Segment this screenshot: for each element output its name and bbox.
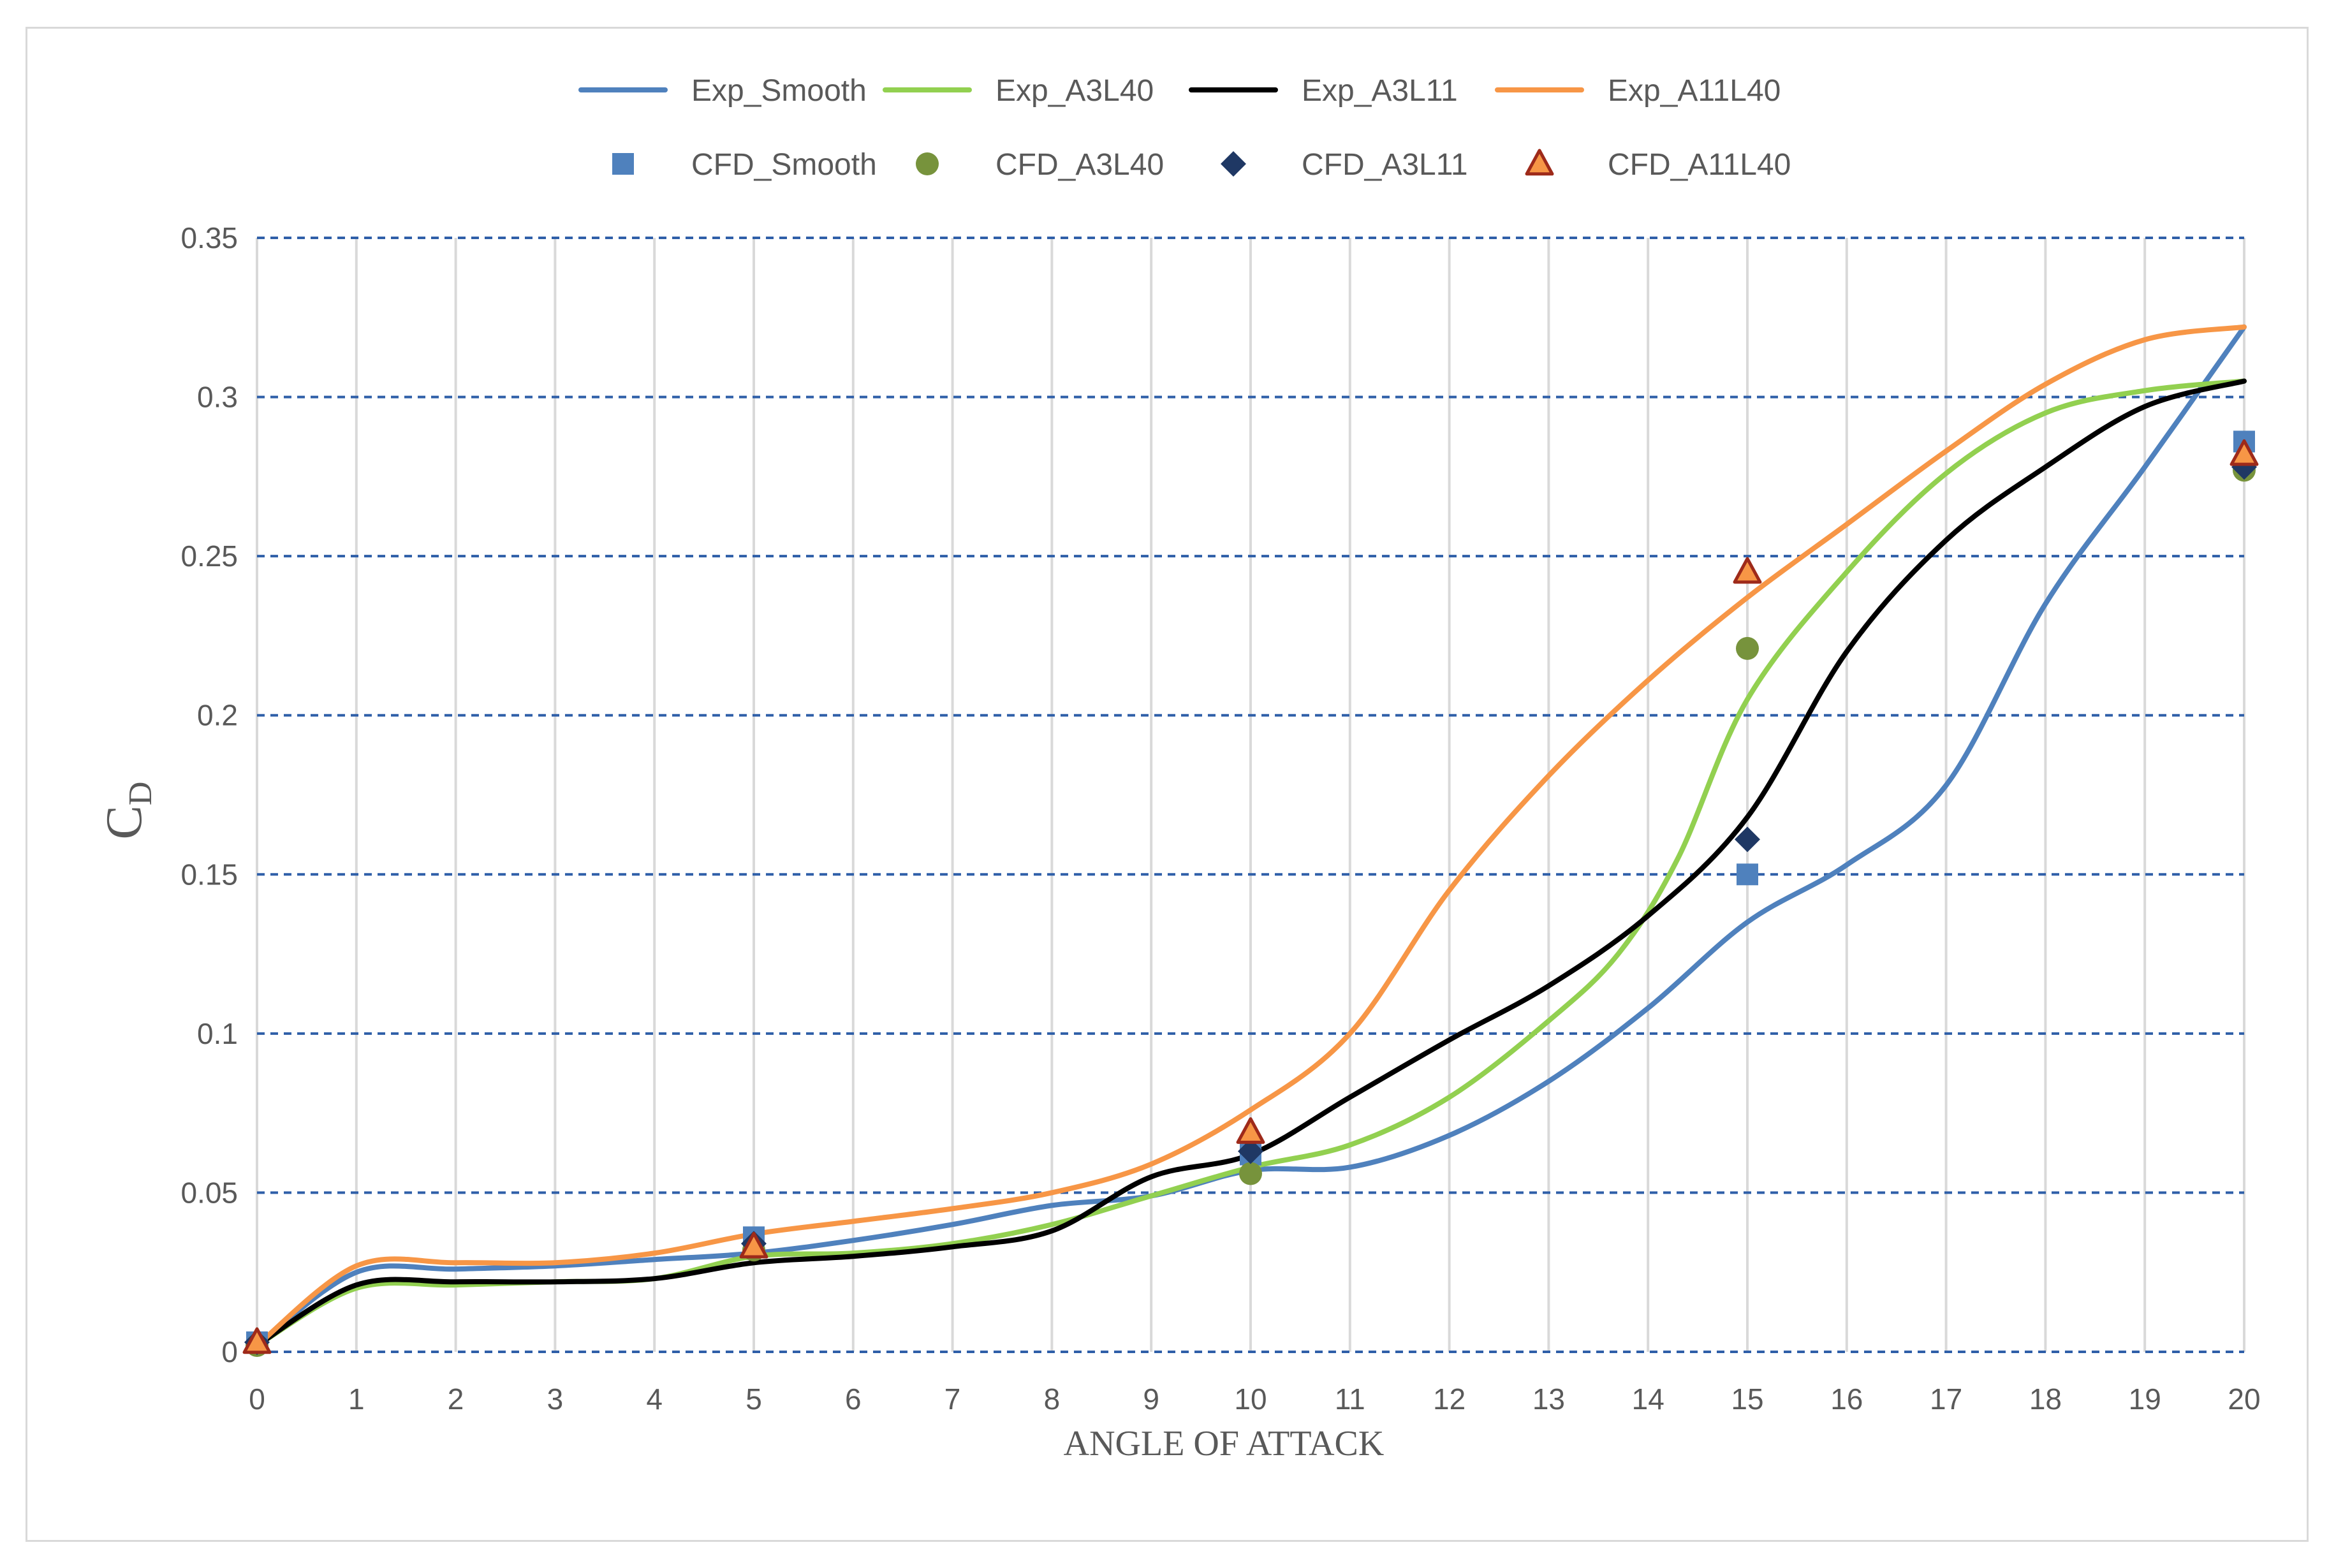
legend-item-exp-a3l40: Exp_A3L40 xyxy=(883,74,1154,108)
chart-svg: 0 1 2 3 4 5 6 7 8 9 10 11 12 13 14 15 16 17 18 19 2000.050.1… xyxy=(96,74,2261,1463)
legend-label-exp-a3l11: Exp_A3L11 xyxy=(1302,74,1458,108)
y-tick-label: 0.05 xyxy=(180,1176,238,1209)
data-point-cfd-a11l40 xyxy=(2229,439,2259,466)
x-tick-label: 5 xyxy=(746,1382,762,1416)
x-tick-label: 16 xyxy=(1830,1382,1863,1416)
y-axis-title-subscript: D xyxy=(122,782,159,806)
x-tick-label: 12 xyxy=(1433,1382,1466,1416)
y-axis-title: CD xyxy=(96,782,159,840)
legend-item-exp-a11l40: Exp_A11L40 xyxy=(1495,74,1781,108)
x-tick-label: 2 xyxy=(448,1382,464,1416)
grid-layer xyxy=(256,237,2245,1353)
x-tick-label: 9 xyxy=(1143,1382,1159,1416)
legend-item-cfd-a3l11: CFD_A3L11 xyxy=(1221,148,1468,182)
legend-label-exp-a11l40: Exp_A11L40 xyxy=(1608,74,1781,108)
data-point-cfd-a3l11 xyxy=(1735,826,1760,853)
svg-text:CD: CD xyxy=(96,782,159,840)
legend-label-cfd-smooth: CFD_Smooth xyxy=(691,148,877,182)
x-tick-label: 18 xyxy=(2029,1382,2062,1416)
legend-label-exp-smooth: Exp_Smooth xyxy=(691,74,867,108)
x-tick-label: 17 xyxy=(1930,1382,1962,1416)
y-tick-label: 0.35 xyxy=(180,221,238,254)
x-tick-label: 15 xyxy=(1731,1382,1763,1416)
x-tick-label: 13 xyxy=(1532,1382,1565,1416)
x-tick-label: 7 xyxy=(944,1382,961,1416)
legend-item-exp-a3l11: Exp_A3L11 xyxy=(1189,74,1458,108)
legend-item-exp-smooth: Exp_Smooth xyxy=(578,74,867,108)
legend-item-cfd-a11l40: CFD_A11L40 xyxy=(1525,148,1791,182)
legend-label-exp-a3l40: Exp_A3L40 xyxy=(995,74,1154,108)
series-line-exp-a11l40 xyxy=(254,324,2247,1349)
series-layer xyxy=(254,324,2247,1349)
x-tick-label: 4 xyxy=(646,1382,663,1416)
x-tick-label: 1 xyxy=(348,1382,365,1416)
x-tick-label: 19 xyxy=(2129,1382,2161,1416)
data-point-cfd-a3l11 xyxy=(1238,1138,1263,1164)
data-point-cfd-a11l40 xyxy=(242,1327,272,1354)
legend-swatch-cfd-a3l11 xyxy=(1221,151,1246,177)
y-tick-label: 0.15 xyxy=(180,858,238,891)
x-tick-label: 3 xyxy=(547,1382,564,1416)
data-point-cfd-a11l40 xyxy=(739,1231,768,1259)
legend-label-cfd-a3l40: CFD_A3L40 xyxy=(995,148,1164,182)
legend-item-cfd-smooth: CFD_Smooth xyxy=(612,148,877,182)
y-tick-label: 0 xyxy=(221,1335,238,1368)
data-point-cfd-smooth xyxy=(1737,863,1758,886)
x-tick-label: 0 xyxy=(249,1382,265,1416)
x-tick-label: 11 xyxy=(1335,1382,1365,1416)
legend-item-cfd-a3l40: CFD_A3L40 xyxy=(916,148,1164,182)
x-tick-label: 20 xyxy=(2228,1382,2260,1416)
series-line-exp-smooth xyxy=(254,324,2247,1349)
x-tick-label: 10 xyxy=(1234,1382,1267,1416)
y-tick-label: 0.2 xyxy=(197,699,238,732)
legend-swatch-cfd-a11l40 xyxy=(1525,149,1554,176)
tick-layer: 0 1 2 3 4 5 6 7 8 9 10 11 12 13 14 15 16 17 18 19 2000.050.1… xyxy=(180,221,2260,1416)
data-point-cfd-a3l40 xyxy=(1736,636,1759,660)
x-tick-label: 14 xyxy=(1632,1382,1664,1416)
y-axis-title-main: C xyxy=(96,805,152,839)
x-axis-title: ANGLE OF ATTACK xyxy=(1064,1424,1385,1463)
chart-frame: 0 1 2 3 4 5 6 7 8 9 10 11 12 13 14 15 16 17 18 19 20 0 0.05 0.1… xyxy=(26,27,2309,1542)
legend-label-cfd-a11l40: CFD_A11L40 xyxy=(1608,148,1791,182)
legend-swatch-cfd-a3l40 xyxy=(916,152,939,175)
marker-layer xyxy=(242,430,2259,1358)
legend-label-cfd-a3l11: CFD_A3L11 xyxy=(1302,148,1468,182)
x-tick-label: 6 xyxy=(845,1382,862,1416)
data-point-cfd-a11l40 xyxy=(1236,1117,1265,1144)
data-point-cfd-a3l40 xyxy=(1239,1162,1262,1185)
y-tick-label: 0.25 xyxy=(180,539,238,573)
y-tick-label: 0.1 xyxy=(197,1017,238,1050)
x-tick-label: 8 xyxy=(1044,1382,1061,1416)
series-line-exp-a3l11 xyxy=(254,378,2247,1349)
legend-swatch-cfd-smooth xyxy=(612,153,634,175)
legend: Exp_Smooth Exp_A3L40 Exp_A3L11 Exp_A11L40 CF… xyxy=(578,74,1791,182)
data-point-cfd-a11l40 xyxy=(1733,557,1762,584)
y-tick-label: 0.3 xyxy=(197,381,238,414)
